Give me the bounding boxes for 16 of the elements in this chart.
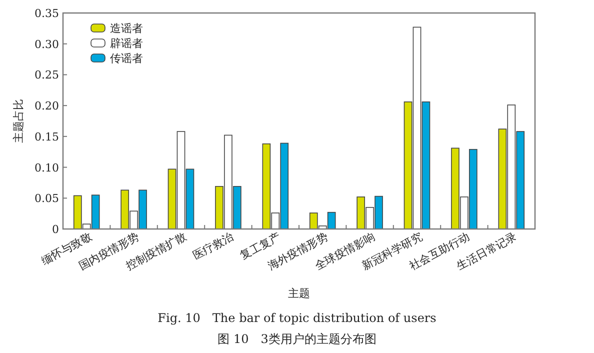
- caption: 图 10 3类用户的主题分布图: [218, 332, 376, 346]
- y-tick-label: 0.10: [34, 161, 59, 174]
- legend-label: 辟谣者: [110, 37, 143, 50]
- caption: Fig. 10 The bar of topic distribution of users: [158, 311, 436, 325]
- x-tick-label: 医疗救治: [190, 230, 236, 262]
- y-tick-label: 0.30: [34, 38, 59, 51]
- y-tick-label: 0.25: [34, 68, 59, 82]
- y-axis-title: 主题占比: [12, 99, 25, 143]
- y-tick-label: 0.20: [34, 100, 59, 113]
- x-axis-title: 主题: [288, 287, 310, 300]
- legend-label: 造谣者: [110, 22, 143, 35]
- y-tick-label: 0: [52, 223, 59, 236]
- legend-label: 传谣者: [110, 52, 143, 65]
- y-tick-label: 0.05: [34, 192, 59, 206]
- y-tick-label: 0.35: [34, 7, 59, 20]
- y-tick-label: 0.15: [34, 130, 59, 144]
